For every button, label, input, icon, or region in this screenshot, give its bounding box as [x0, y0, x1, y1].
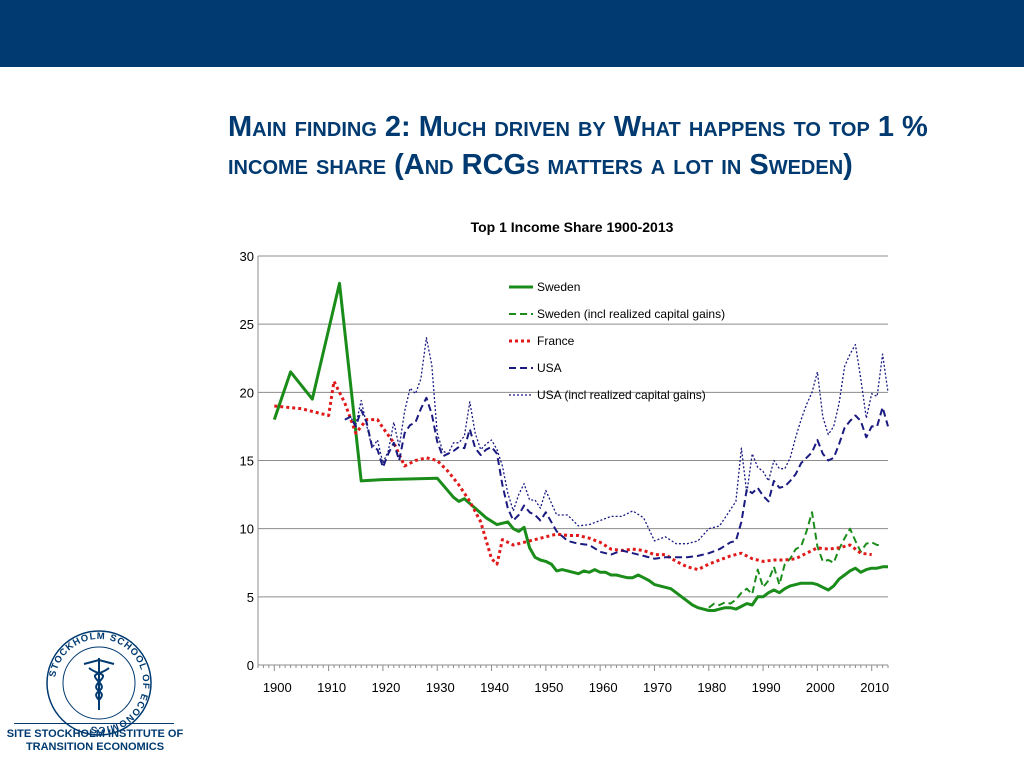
- series-line-2: [274, 379, 872, 572]
- x-tick-label: 1990: [752, 680, 781, 695]
- y-tick-label: 25: [240, 317, 254, 332]
- logo-caption: SITE STOCKHOLM INSTITUTE OF TRANSITION E…: [0, 728, 190, 754]
- chart-title: Top 1 Income Share 1900-2013: [471, 219, 674, 235]
- chart-legend: Sweden Sweden (incl realized capital gain…: [509, 280, 725, 402]
- x-tick-label: 1950: [534, 680, 563, 695]
- header-bar: [0, 0, 1024, 67]
- x-tick-label: 2010: [860, 680, 889, 695]
- y-tick-label: 15: [240, 454, 254, 469]
- y-tick-label: 20: [240, 385, 254, 400]
- series-line-0: [272, 281, 888, 612]
- series-line-1: [708, 511, 883, 609]
- x-tick-label: 1900: [263, 680, 292, 695]
- caduceus-icon: [83, 658, 115, 710]
- logo-caption-line1: SITE STOCKHOLM INSTITUTE OF: [6, 728, 184, 740]
- legend-label-2: France: [537, 334, 575, 348]
- x-tick-label: 1910: [317, 680, 346, 695]
- legend-label-0: Sweden: [537, 280, 580, 294]
- x-tick-label: 2000: [806, 680, 835, 695]
- logo-divider: [14, 723, 174, 724]
- chart-series: [272, 281, 889, 612]
- y-tick-label: 5: [247, 590, 254, 605]
- chart-axes: 0 5 10 15 20 25 30 1900 1910 1920 1930 1940 1950 1960…: [240, 249, 890, 695]
- legend-label-4: USA (incl realized capital gains): [537, 388, 706, 402]
- x-tick-label: 1920: [371, 680, 400, 695]
- x-tick-label: 1980: [697, 680, 726, 695]
- logo-caption-line2: TRANSITION ECONOMICS: [25, 741, 165, 753]
- legend-label-1: Sweden (incl realized capital gains): [537, 307, 725, 321]
- chart-gridlines: [258, 255, 888, 598]
- series-line-4: [344, 337, 889, 545]
- sse-logo: STOCKHOLM SCHOOL OF ECONOMICS: [46, 630, 152, 736]
- series-line-3: [344, 396, 889, 560]
- x-tick-label: 1960: [589, 680, 618, 695]
- y-tick-label: 30: [240, 249, 254, 264]
- x-tick-label: 1940: [480, 680, 509, 695]
- x-tick-label: 1970: [643, 680, 672, 695]
- legend-label-3: USA: [537, 361, 562, 375]
- y-tick-label: 10: [240, 522, 254, 537]
- x-tick-label: 1930: [426, 680, 455, 695]
- y-tick-label: 0: [247, 658, 254, 673]
- slide-title: Main finding 2: Much driven by What happ…: [228, 111, 928, 181]
